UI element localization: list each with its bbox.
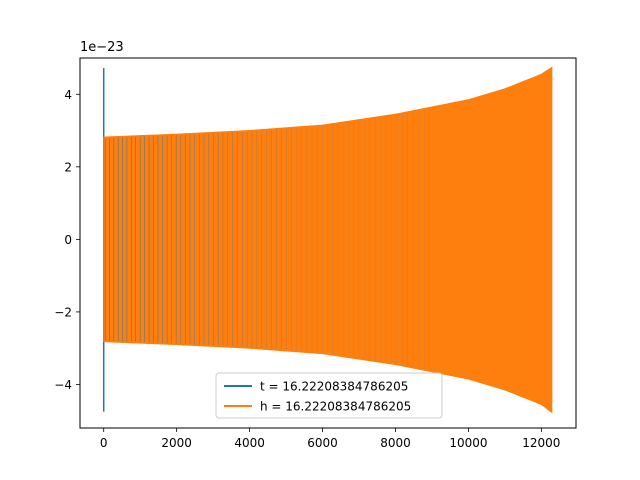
y-offset-text: 1e−23 [80, 40, 124, 55]
y-tick-label: −4 [54, 378, 72, 392]
legend-label: h = 16.22208384786205 [260, 400, 411, 414]
y-tick-label: 2 [64, 160, 72, 174]
legend-box [215, 372, 443, 419]
y-tick-label: 4 [64, 88, 72, 102]
plot-area [102, 66, 553, 414]
x-axis: 0 2000 4000 6000 8000 10000 12000 [100, 428, 560, 450]
y-axis: −4 −2 0 2 4 [54, 88, 80, 392]
y-tick-label: 0 [64, 233, 72, 247]
x-tick-label: 12000 [522, 436, 560, 450]
x-tick-label: 4000 [234, 436, 265, 450]
x-tick-label: 0 [100, 436, 108, 450]
x-tick-label: 10000 [449, 436, 487, 450]
axes-frame [79, 57, 577, 429]
x-tick-label: 2000 [161, 436, 192, 450]
series-h-gaps [104, 109, 425, 370]
y-tick-label: −2 [54, 305, 72, 319]
x-tick-label: 6000 [307, 436, 338, 450]
x-tick-label: 8000 [380, 436, 411, 450]
series-h-fill [103, 66, 553, 414]
legend-label: t = 16.22208384786205 [260, 380, 408, 394]
legend: t = 16.22208384786205 h = 16.222083847862… [215, 372, 443, 419]
series-layer [102, 66, 553, 414]
